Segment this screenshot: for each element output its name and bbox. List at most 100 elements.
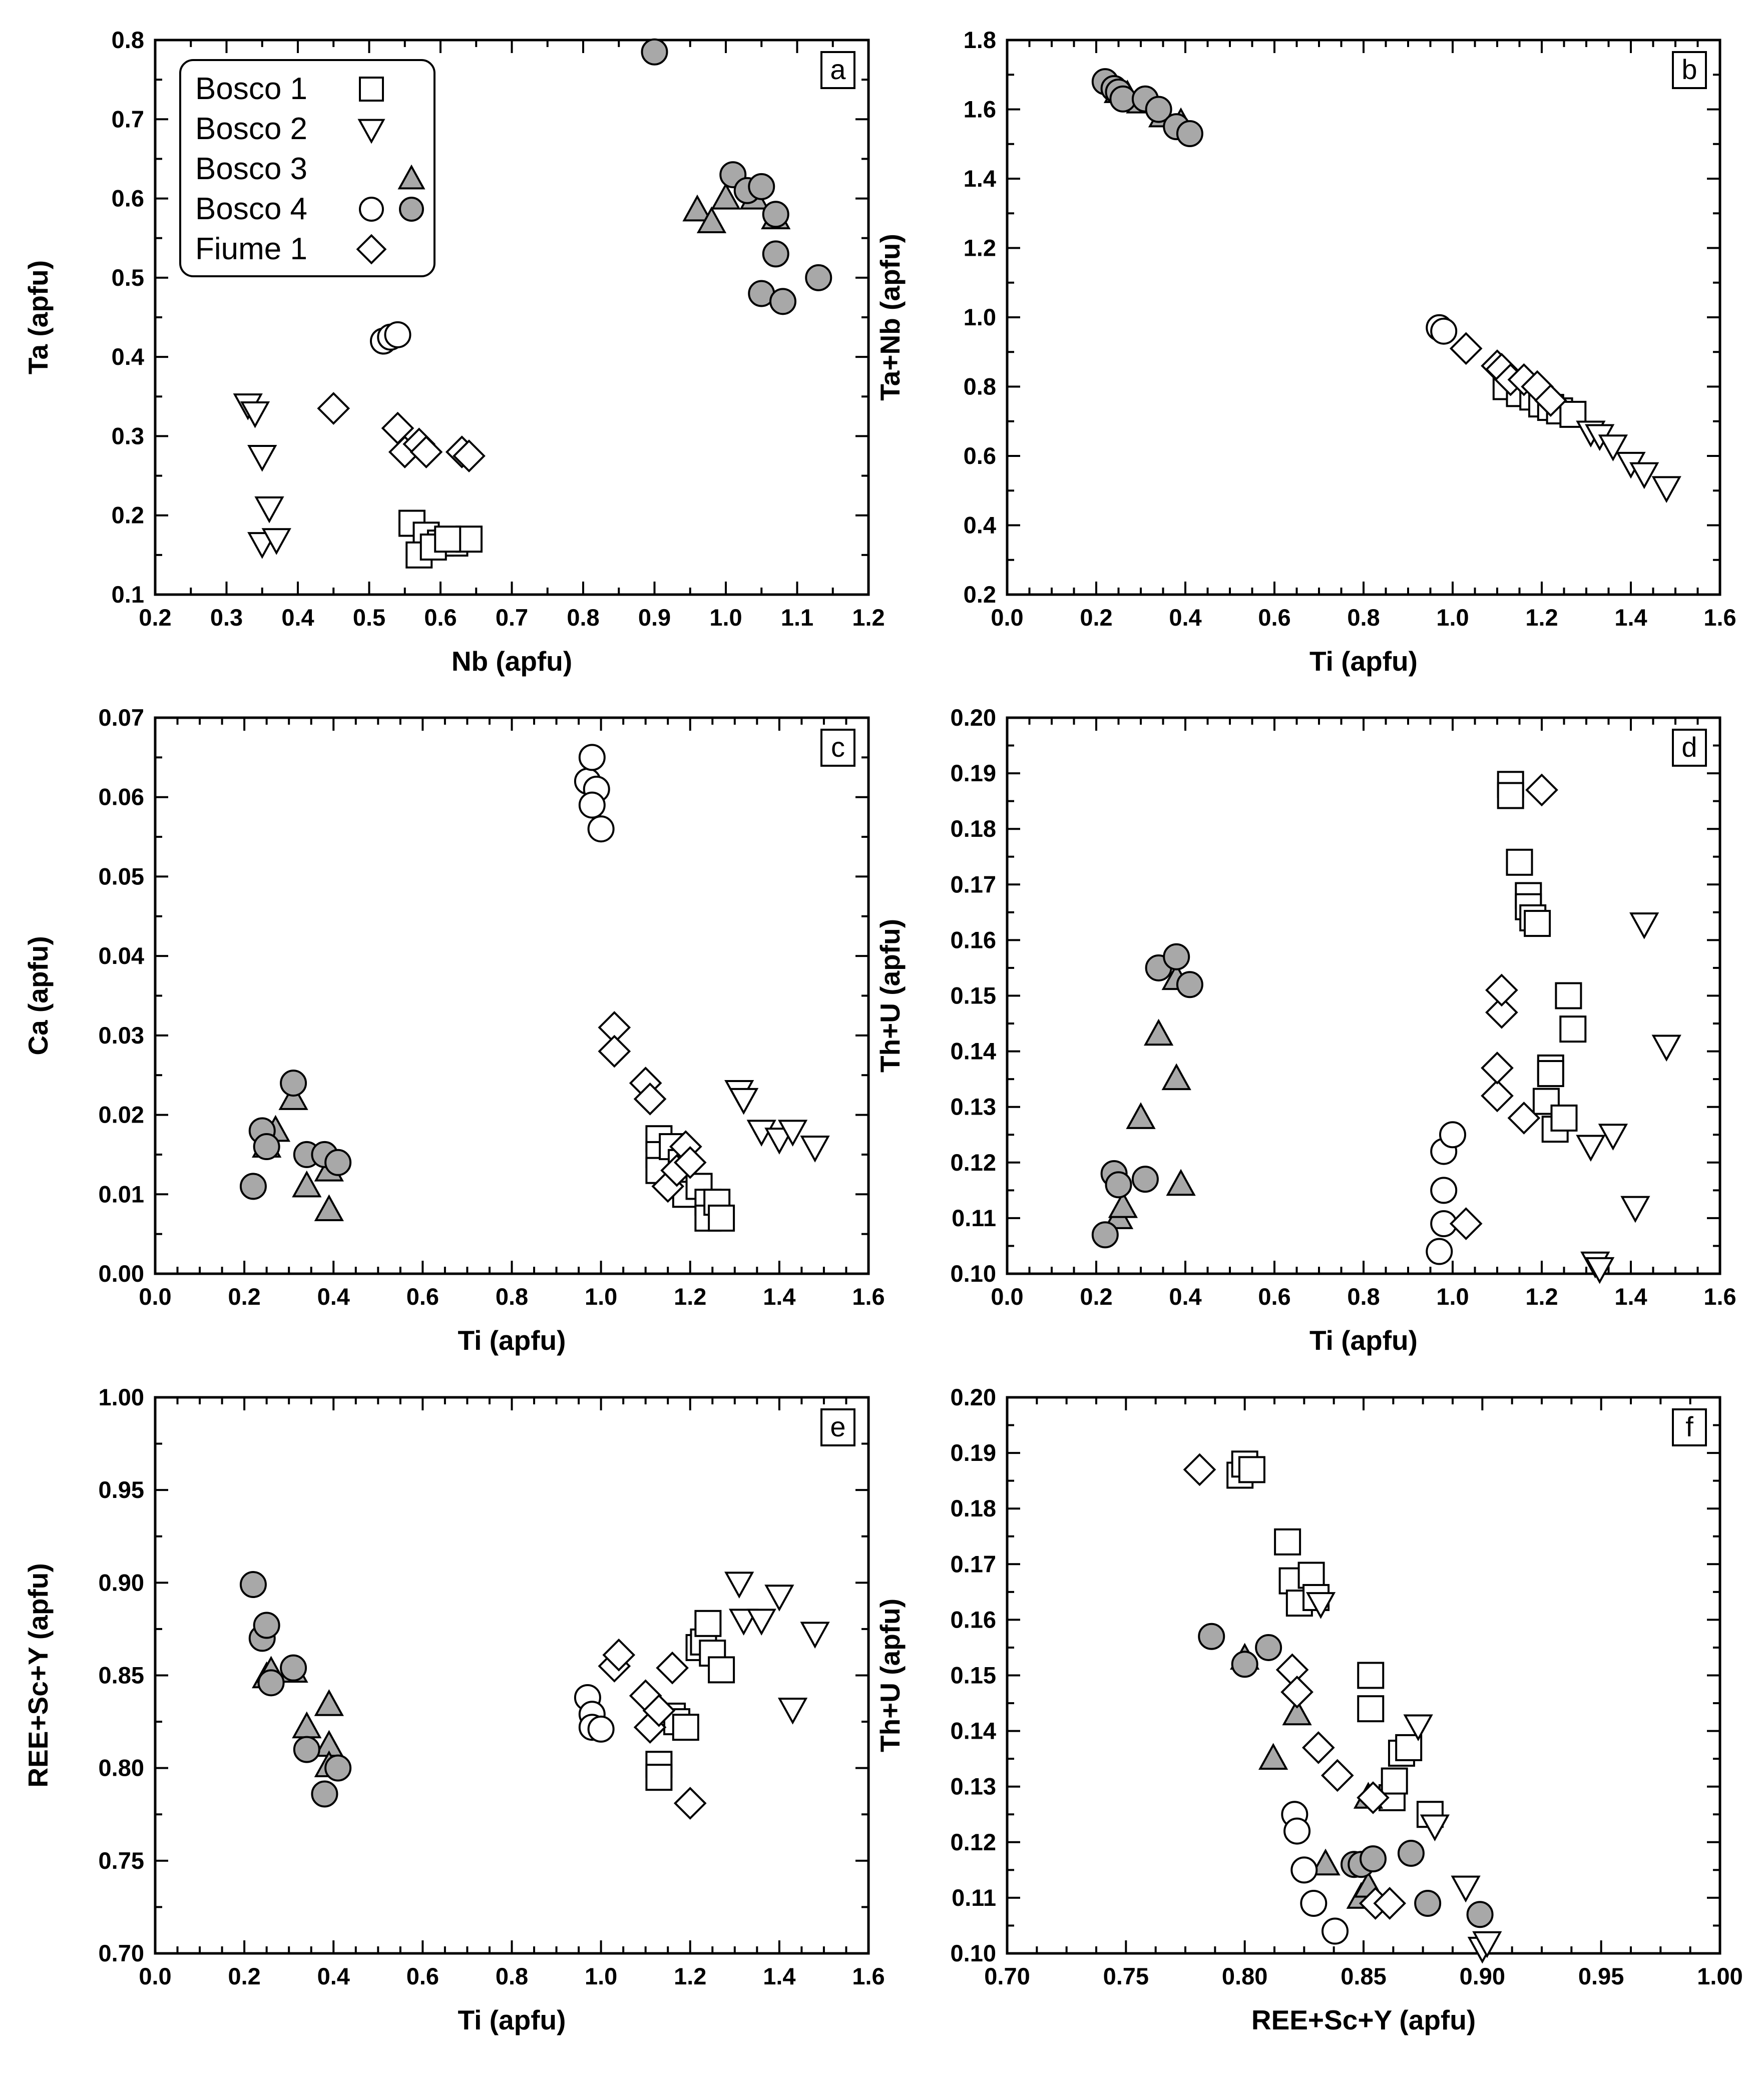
series-bosco-4-open — [370, 321, 411, 355]
series-fiume-1 — [317, 392, 486, 472]
y-tick-label: 0.03 — [99, 1022, 144, 1049]
data-point-bosco-1 — [1357, 1695, 1385, 1723]
data-point-bosco-1 — [1357, 1662, 1385, 1689]
y-tick-label: 0.6 — [112, 185, 144, 212]
data-point-bosco-2 — [240, 401, 270, 428]
x-tick-label: 1.0 — [585, 1283, 617, 1310]
data-point-bosco-4-grey — [1231, 1651, 1258, 1678]
x-tick-label: 0.8 — [1347, 1283, 1380, 1310]
data-point-bosco-4-grey — [239, 1571, 267, 1599]
data-point-bosco-4-open — [1430, 1177, 1458, 1204]
y-tick-label: 0.3 — [112, 422, 144, 449]
x-tick-label: 0.8 — [496, 1283, 528, 1310]
series-bosco-2 — [1305, 1592, 1502, 1964]
y-axis-label: Ta (apfu) — [23, 260, 54, 374]
series-bosco-2 — [1576, 420, 1681, 503]
series-bosco-4-grey — [239, 1571, 352, 1808]
data-point-fiume-1 — [1449, 1207, 1483, 1240]
data-point-fiume-1 — [633, 1083, 667, 1116]
data-point-fiume-1 — [673, 1146, 707, 1179]
x-tick-label: 0.0 — [991, 604, 1023, 631]
data-point-bosco-2 — [261, 528, 291, 555]
data-point-bosco-4-open — [1290, 1856, 1318, 1884]
series-bosco-4-open — [574, 744, 615, 843]
data-point-fiume-1 — [1183, 1453, 1216, 1486]
x-tick-label: 1.6 — [1703, 604, 1736, 631]
data-point-bosco-2 — [1403, 1714, 1433, 1742]
data-point-bosco-4-grey — [1145, 96, 1172, 123]
series-bosco-1 — [1226, 1450, 1444, 1828]
x-tick-label: 1.6 — [852, 1963, 885, 1989]
data-point-fiume-1 — [656, 1651, 689, 1685]
legend-label-bosco-1: Bosco 1 — [195, 72, 307, 106]
data-point-bosco-2 — [1598, 434, 1628, 461]
legend-label-fiume-1: Fiume 1 — [195, 232, 307, 266]
y-tick-label: 0.17 — [951, 1550, 996, 1577]
data-point-bosco-4-grey — [1414, 1890, 1442, 1917]
x-tick-label: 0.4 — [317, 1283, 350, 1310]
data-point-bosco-2 — [1598, 1124, 1628, 1151]
series-bosco-2 — [724, 1572, 830, 1725]
y-tick-label: 0.8 — [112, 27, 144, 53]
series-bosco-1 — [398, 509, 483, 569]
legend-label-bosco-3: Bosco 3 — [195, 152, 307, 186]
x-tick-label: 1.6 — [1703, 1283, 1736, 1310]
data-point-bosco-4-grey — [762, 201, 789, 228]
data-point-bosco-1 — [1524, 910, 1551, 937]
data-point-bosco-3 — [1161, 1063, 1191, 1091]
x-tick-label: 0.2 — [1080, 1283, 1112, 1310]
y-tick-label: 0.06 — [99, 784, 144, 810]
x-tick-label: 0.6 — [406, 1963, 439, 1989]
data-point-bosco-2 — [247, 445, 277, 472]
data-point-bosco-3 — [711, 182, 741, 210]
x-tick-label: 0.7 — [496, 604, 528, 631]
y-tick-label: 0.20 — [951, 704, 996, 731]
y-tick-label: 0.90 — [99, 1569, 144, 1596]
data-point-bosco-4-open — [587, 815, 615, 843]
data-point-bosco-3 — [1282, 1698, 1312, 1726]
y-tick-label: 0.5 — [112, 264, 144, 291]
data-point-bosco-4-open — [1426, 1238, 1453, 1265]
panel-a: 0.2 0.3 0.4 0.5 0.6 0.7 0.8 0.9 1.0 1.1 1.20.10.20… — [23, 27, 885, 677]
panel-tag-label: c — [831, 731, 845, 763]
data-point-bosco-4-open — [1439, 1121, 1466, 1149]
data-point-bosco-4-open — [384, 321, 411, 348]
data-point-bosco-1 — [1238, 1456, 1265, 1483]
data-point-bosco-4-grey — [1359, 1845, 1387, 1873]
data-point-bosco-1 — [1497, 782, 1524, 809]
x-axis-label: Ti (apfu) — [1309, 1325, 1418, 1356]
x-tick-label: 0.2 — [228, 1963, 260, 1989]
y-tick-label: 0.16 — [951, 1606, 996, 1633]
panel-tag-label: a — [830, 54, 846, 85]
data-point-bosco-4-open — [1430, 317, 1458, 345]
data-point-bosco-4-grey — [253, 1612, 280, 1639]
panel-tag-box — [820, 51, 855, 89]
data-point-bosco-3 — [1143, 1018, 1174, 1046]
panel-tag-box — [1672, 1408, 1707, 1446]
data-point-fiume-1 — [409, 435, 443, 468]
legend-label-bosco-2: Bosco 2 — [195, 112, 307, 146]
data-point-bosco-4-grey — [1397, 1840, 1425, 1867]
panel-tag-box — [820, 729, 855, 767]
x-tick-label: 1.2 — [852, 604, 885, 631]
series-bosco-4-open — [1426, 1121, 1466, 1265]
x-tick-label: 0.2 — [228, 1283, 260, 1310]
x-tick-label: 0.2 — [1080, 604, 1112, 631]
data-point-bosco-4-grey — [280, 1654, 307, 1682]
x-tick-label: 1.6 — [852, 1283, 885, 1310]
data-point-bosco-4-grey — [253, 1133, 280, 1161]
y-tick-label: 0.85 — [99, 1662, 144, 1689]
y-tick-label: 0.7 — [112, 106, 144, 132]
panel-d: 0.0 0.2 0.4 0.6 0.8 1.0 1.2 1.4 1.6 0.10 0.11 0.12 0… — [874, 704, 1736, 1356]
data-point-fiume-1 — [317, 392, 350, 425]
data-point-bosco-3 — [292, 1711, 322, 1739]
x-tick-label: 0.8 — [567, 604, 599, 631]
data-point-bosco-1 — [434, 526, 462, 553]
data-point-bosco-4-open — [578, 791, 606, 819]
y-tick-label: 0.17 — [951, 871, 996, 897]
data-point-fiume-1 — [1507, 1102, 1541, 1135]
x-tick-label: 0.8 — [1347, 604, 1380, 631]
panel-tag-box — [820, 1408, 855, 1446]
y-tick-label: 0.1 — [112, 581, 144, 608]
data-point-bosco-1 — [1559, 1015, 1587, 1043]
